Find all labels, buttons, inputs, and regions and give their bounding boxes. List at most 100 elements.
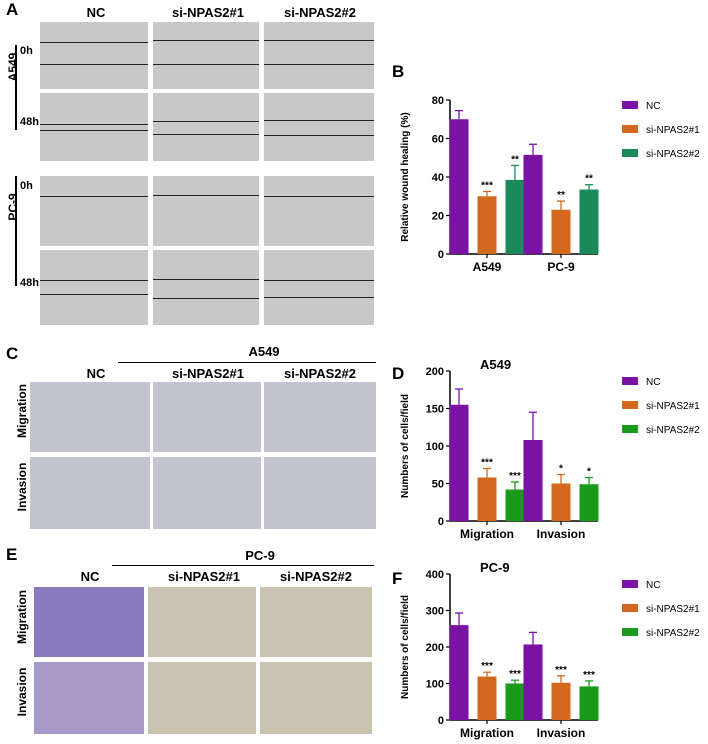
- y-tick-label: 100: [426, 679, 444, 691]
- y-tick-label: 80: [432, 95, 444, 107]
- x-tick-label: A549: [473, 260, 502, 274]
- micrograph-c-migration-nc: [30, 382, 150, 452]
- chart-d: 0 50 100 150 200 Numbers of cells/field A549 Mi…: [400, 357, 700, 541]
- legend-swatch: [622, 401, 638, 409]
- y-tick-label: 0: [438, 516, 444, 528]
- panel-label-f: F: [392, 569, 403, 588]
- y-tick-label: 50: [432, 479, 444, 491]
- x-tick-label: PC-9: [547, 260, 575, 274]
- panel-label-c: C: [6, 344, 19, 363]
- y-tick-label: 0: [438, 715, 444, 727]
- bar: [449, 625, 469, 720]
- micrograph-pc9-si2-0h: [264, 176, 374, 246]
- panel-label-d: D: [392, 364, 405, 383]
- micrograph-c-invasion-nc: [30, 457, 150, 529]
- a549-bracket: [15, 45, 17, 130]
- legend-label: NC: [646, 101, 660, 112]
- legend-swatch: [622, 628, 638, 636]
- chart-title: A549: [480, 357, 511, 372]
- y-tick-label: 400: [426, 569, 444, 581]
- y-tick-label: 60: [432, 134, 444, 146]
- micrograph-a549-si1-48h: [153, 93, 259, 161]
- micrograph-e-invasion-si1: [148, 662, 256, 734]
- column-header-c-si1: si-NPAS2#1: [171, 366, 244, 381]
- row-label-e-migration: Migration: [15, 590, 29, 644]
- bar: [551, 483, 571, 521]
- legend-label: si-NPAS2#1: [646, 604, 700, 615]
- micrograph-c-invasion-si1: [153, 457, 261, 529]
- bar: [505, 683, 525, 720]
- micrograph-pc9-si1-48h: [153, 250, 259, 325]
- bar: [579, 484, 599, 521]
- x-tick-label: Invasion: [537, 726, 586, 740]
- legend-swatch: [622, 125, 638, 133]
- micrograph-e-invasion-nc: [34, 662, 144, 734]
- legend-swatch: [622, 425, 638, 433]
- legend-swatch: [622, 149, 638, 157]
- pc9-bracket: [15, 176, 17, 286]
- x-tick-label: Migration: [460, 726, 514, 740]
- panel-label-a: A: [6, 0, 19, 19]
- bar: [449, 119, 469, 254]
- micrograph-a549-si2-48h: [264, 93, 374, 161]
- micrograph-c-migration-si1: [153, 382, 261, 452]
- micrograph-pc9-nc-0h: [40, 176, 148, 246]
- micrograph-e-invasion-si2: [260, 662, 372, 734]
- y-tick-label: 200: [426, 642, 444, 654]
- micrograph-c-invasion-si2: [264, 457, 376, 529]
- legend-swatch: [622, 377, 638, 385]
- panel-label-b: B: [392, 62, 405, 81]
- column-header-si1: si-NPAS2#1: [171, 5, 244, 20]
- column-header-e-nc: NC: [80, 569, 100, 584]
- bar: [579, 686, 599, 720]
- significance-label: ***: [555, 665, 567, 676]
- group-title-e: PC-9: [245, 548, 275, 563]
- micrograph-a549-nc-48h: [40, 93, 148, 161]
- panel-label-e: E: [6, 545, 18, 564]
- column-header-nc: NC: [86, 5, 106, 20]
- micrograph-pc9-si1-0h: [153, 176, 259, 246]
- time-label-pc9-0h: 0h: [20, 180, 33, 192]
- column-header-e-si2: si-NPAS2#2: [279, 569, 352, 584]
- y-tick-label: 0: [438, 249, 444, 261]
- row-label-c-invasion: Invasion: [15, 462, 29, 512]
- y-axis-label: Numbers of cells/field: [400, 595, 411, 699]
- row-label-c-migration: Migration: [15, 384, 29, 438]
- bar: [579, 189, 599, 254]
- bar: [477, 477, 497, 521]
- legend-swatch: [622, 604, 638, 612]
- micrograph-e-migration-si2: [260, 587, 372, 657]
- significance-label: ***: [481, 180, 493, 191]
- column-header-c-si2: si-NPAS2#2: [283, 366, 356, 381]
- chart-f: 0 100 200 300 400 Numbers of cells/field PC-9 M…: [400, 560, 700, 740]
- bar: [523, 644, 543, 720]
- legend-swatch: [622, 101, 638, 109]
- significance-label: *: [587, 467, 591, 478]
- chart-title: PC-9: [480, 560, 510, 575]
- row-label-e-invasion: Invasion: [15, 667, 29, 717]
- group-title-c: A549: [248, 344, 280, 359]
- micrograph-c-migration-si2: [264, 382, 376, 452]
- legend-label: si-NPAS2#1: [646, 125, 700, 136]
- significance-label: *: [559, 464, 563, 475]
- legend-swatch: [622, 580, 638, 588]
- x-tick-label: Invasion: [537, 527, 586, 541]
- x-tick-label: Migration: [460, 527, 514, 541]
- significance-label: ***: [481, 661, 493, 672]
- row-label-a549: A549: [6, 52, 20, 82]
- bar: [505, 489, 525, 521]
- significance-label: ***: [509, 471, 521, 482]
- bar: [449, 404, 469, 521]
- legend-label: si-NPAS2#2: [646, 628, 700, 639]
- micrograph-e-migration-si1: [148, 587, 256, 657]
- y-tick-label: 100: [426, 441, 444, 453]
- y-axis-label: Relative wound healing (%): [400, 112, 411, 241]
- column-header-si2: si-NPAS2#2: [283, 5, 356, 20]
- legend-label: si-NPAS2#1: [646, 401, 700, 412]
- micrograph-a549-nc-0h: [40, 22, 148, 89]
- y-tick-label: 20: [432, 211, 444, 223]
- micrograph-e-migration-nc: [34, 587, 144, 657]
- time-label-pc9-48h: 48h: [20, 277, 39, 289]
- significance-label: **: [557, 190, 565, 201]
- chart-b: 0 20 40 60 80 Relative wound healing (%) A549 *…: [400, 95, 700, 274]
